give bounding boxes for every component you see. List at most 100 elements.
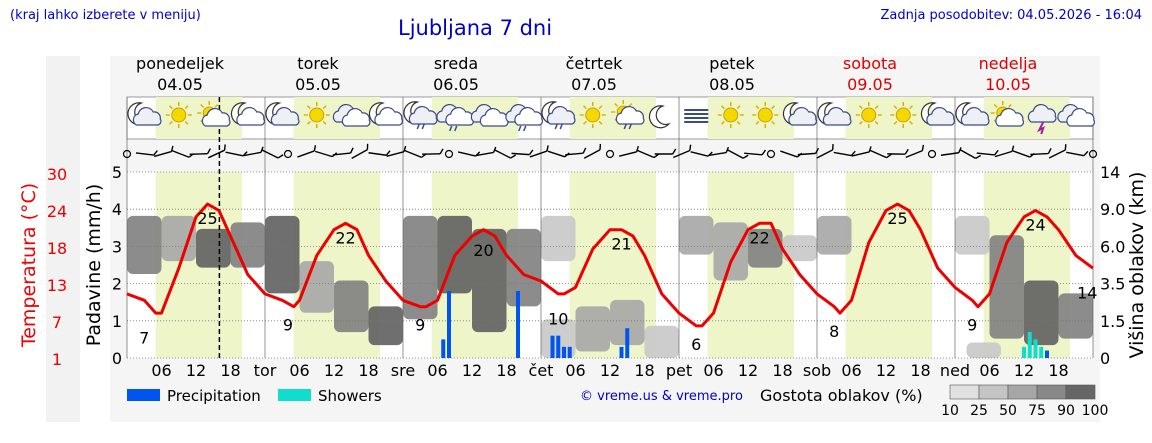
- wind-barb: [1047, 148, 1052, 154]
- wind-shaft: [135, 152, 154, 156]
- wind-barb: [886, 153, 892, 159]
- temp-extreme-label: 7: [139, 329, 149, 348]
- wind-barb: [206, 148, 211, 155]
- wind-shaft: [833, 151, 852, 157]
- wind-barb: [921, 144, 925, 151]
- wind-shaft: [297, 150, 315, 158]
- wind-barb: [635, 146, 639, 153]
- precip-axis-label: Padavine (mm/h): [83, 184, 105, 347]
- wind-arrow-icon: [797, 147, 820, 156]
- sun-ray: [874, 105, 879, 110]
- cloud-density-legend-title: Gostota oblakov (%): [760, 386, 923, 405]
- sun-ray: [893, 105, 898, 110]
- wind-barb: [831, 144, 834, 150]
- day-name: četrtek: [566, 54, 624, 73]
- sun-ray: [736, 120, 741, 125]
- temp-axis-tick: 24: [47, 202, 67, 221]
- wind-shaft: [243, 151, 262, 157]
- wind-arrow-icon: [744, 149, 767, 156]
- cloud-shape: [1066, 107, 1095, 127]
- sun-ray: [322, 120, 327, 125]
- wind-barb: [582, 147, 587, 154]
- clouds-icon: [470, 103, 509, 127]
- wind-arrow-icon: [207, 144, 226, 159]
- shower-bar: [1033, 339, 1038, 358]
- wind-shaft: [386, 150, 405, 158]
- wind-shaft: [637, 149, 655, 159]
- storm-cloud-icon: [1027, 103, 1057, 135]
- wind-arrow-icon: [494, 149, 517, 159]
- sun-ray: [874, 120, 879, 125]
- cloud-shape: [1027, 103, 1057, 123]
- cloud-block: [161, 215, 196, 262]
- wind-arrow-icon: [994, 145, 1015, 158]
- clouds-icon: [1057, 103, 1095, 127]
- wind-shaft: [816, 149, 834, 159]
- precip-axis-tick: 1: [112, 312, 122, 331]
- cloud-density-value: 10: [941, 403, 959, 419]
- day-date: 08.05: [709, 75, 755, 94]
- wind-shaft: [494, 149, 512, 159]
- sun-ray: [598, 120, 603, 125]
- wind-shaft: [475, 151, 494, 157]
- wind-shaft: [153, 150, 172, 158]
- wind-shaft: [457, 151, 476, 157]
- wind-barb: [546, 145, 549, 152]
- day-name: ponedeljek: [136, 54, 225, 73]
- hour-tick-label: 06: [427, 361, 447, 380]
- wind-barb: [689, 144, 692, 151]
- wind-barb: [403, 145, 407, 152]
- sun-disc: [861, 107, 877, 123]
- hour-tick-label: 12: [738, 361, 758, 380]
- day-date: 09.05: [847, 75, 893, 94]
- wind-shaft: [726, 149, 744, 159]
- wind-arrow-icon: [672, 144, 692, 159]
- sun-ray: [771, 105, 775, 110]
- wind-arrow-icon: [618, 146, 639, 157]
- wind-arrow-icon: [816, 144, 834, 159]
- wind-shaft: [368, 152, 387, 156]
- wind-shaft: [1066, 151, 1085, 157]
- day-name: torek: [297, 54, 339, 73]
- wind-shaft: [1012, 150, 1031, 158]
- wind-arrow-icon: [959, 149, 982, 159]
- wind-barb: [385, 150, 391, 156]
- sun-ray: [721, 105, 725, 110]
- hour-tick-label: 06: [151, 361, 171, 380]
- wind-shaft: [744, 152, 763, 156]
- cloud-block: [472, 228, 507, 333]
- hour-tick-label: 12: [462, 361, 482, 380]
- moon-cloud-icon: [782, 102, 817, 126]
- wind-barb: [510, 154, 517, 159]
- moon-icon: [648, 105, 671, 129]
- wind-shaft: [314, 150, 333, 158]
- precip-bar: [441, 339, 446, 358]
- wind-shaft: [1048, 149, 1066, 159]
- wind-arrow-icon: [565, 147, 587, 156]
- shower-legend-label: Showers: [318, 387, 382, 405]
- wind-calm-icon: [1088, 149, 1098, 159]
- sun-ray: [721, 120, 725, 125]
- wind-arrow-icon: [297, 145, 317, 158]
- precip-axis-tick: 2: [112, 275, 122, 294]
- wind-arrow-icon: [833, 150, 856, 157]
- wind-barb: [170, 145, 174, 152]
- sun-disc: [171, 107, 187, 123]
- cloud-block: [817, 215, 852, 255]
- day-name: nedelja: [979, 54, 1038, 73]
- day-name: petek: [709, 54, 755, 73]
- cloud-shape: [995, 107, 1024, 127]
- hour-tick-label: 18: [772, 361, 792, 380]
- wind-shaft: [332, 152, 351, 156]
- moon-cloud-icon: [817, 102, 852, 126]
- wind-shaft: [940, 152, 959, 156]
- sun-ray: [909, 120, 913, 125]
- cloud-block: [575, 306, 610, 352]
- wind-barb: [994, 149, 999, 156]
- sun-ray: [755, 120, 760, 125]
- shower-bar: [1027, 331, 1032, 358]
- temp-extreme-label: 14: [1077, 284, 1097, 303]
- wind-shaft: [583, 149, 601, 159]
- hour-tick-label: 12: [600, 361, 620, 380]
- temp-extreme-label: 22: [749, 228, 769, 247]
